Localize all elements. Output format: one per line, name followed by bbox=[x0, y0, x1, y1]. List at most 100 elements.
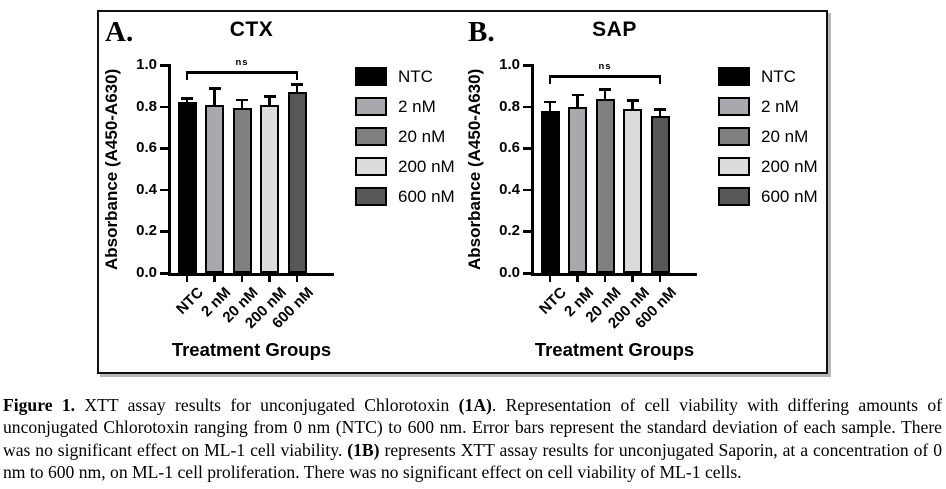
error-bar-cap bbox=[654, 107, 666, 111]
error-bar-line bbox=[240, 101, 244, 110]
error-bar-line bbox=[658, 110, 662, 118]
error-bar-cap bbox=[236, 98, 248, 102]
error-bar-cap bbox=[208, 87, 221, 90]
legend-label: 200 nM bbox=[398, 156, 455, 176]
error-bar-cap bbox=[544, 100, 556, 104]
legend-label: 2 nM bbox=[761, 96, 799, 116]
legend-label: NTC bbox=[761, 66, 796, 86]
significance-bracket-end bbox=[658, 75, 662, 85]
error-bar-line bbox=[213, 89, 216, 107]
error-bar-line bbox=[631, 102, 634, 111]
legend-item: NTC bbox=[718, 66, 818, 86]
figure-caption: Figure 1. XTT assay results for unconjug… bbox=[3, 394, 942, 484]
chart-a-y-axis-label: Absorbance (A450-A630) bbox=[102, 68, 121, 270]
x-tick-mark bbox=[576, 276, 579, 282]
y-tick-label: 0.4 bbox=[499, 180, 520, 198]
bar bbox=[205, 104, 224, 273]
y-tick-label: 1.0 bbox=[136, 56, 157, 73]
y-tick-label: 0.2 bbox=[136, 222, 157, 240]
y-tick-mark bbox=[523, 188, 531, 192]
x-tick-mark bbox=[631, 276, 634, 282]
legend-swatch bbox=[355, 186, 387, 206]
legend-item: 2 nM bbox=[355, 96, 455, 116]
y-tick-label: 0.2 bbox=[499, 222, 520, 240]
legend-item: 200 nM bbox=[718, 156, 818, 176]
bar bbox=[232, 107, 252, 273]
y-tick-mark bbox=[160, 230, 168, 233]
y-tick-label: 0.0 bbox=[499, 264, 520, 281]
significance-bracket-end bbox=[185, 71, 189, 81]
chart-b-x-axis-label: Treatment Groups bbox=[534, 339, 695, 360]
y-tick-mark bbox=[160, 64, 168, 67]
legend-label: 20 nM bbox=[398, 126, 446, 146]
bar bbox=[595, 99, 615, 273]
x-axis-line bbox=[168, 273, 334, 276]
error-bar-cap bbox=[571, 93, 584, 97]
y-tick-label: 0.8 bbox=[499, 97, 520, 115]
legend-item: 2 nM bbox=[718, 96, 818, 116]
chart-a-title: CTX bbox=[229, 18, 274, 41]
error-bar-cap bbox=[181, 97, 193, 100]
y-tick-label: 0.4 bbox=[136, 180, 157, 198]
x-tick-mark bbox=[295, 276, 299, 282]
legend-label: 20 nM bbox=[761, 126, 809, 146]
y-tick-mark bbox=[160, 105, 168, 109]
significance-bracket bbox=[548, 75, 662, 78]
y-tick-mark bbox=[523, 105, 531, 109]
legend-swatch bbox=[355, 156, 387, 176]
error-bar-line bbox=[548, 103, 552, 113]
legend-item: 20 nM bbox=[718, 126, 818, 146]
significance-bracket bbox=[185, 71, 299, 74]
significance-bracket-end bbox=[295, 71, 299, 81]
error-bar-line bbox=[185, 99, 189, 105]
legend-swatch bbox=[718, 186, 750, 206]
y-tick-label: 0.0 bbox=[136, 264, 157, 281]
chart-b-plot-area: 0.0 0.2 0.4 0.6 0.8 1.0 NTC 2 nM 20 nM 200 nM 600 … bbox=[499, 56, 697, 332]
legend-swatch bbox=[355, 126, 387, 146]
chart-b-title: SAP bbox=[592, 18, 637, 41]
panel-a-label: A. bbox=[105, 16, 134, 48]
legend-item: 20 nM bbox=[355, 126, 455, 146]
chart-a-x-axis-label: Treatment Groups bbox=[171, 339, 332, 360]
legend-item: 200 nM bbox=[355, 156, 455, 176]
y-tick-mark bbox=[160, 188, 168, 192]
legend-label: NTC bbox=[398, 66, 433, 86]
caption-bold-text: Figure 1. bbox=[3, 395, 76, 415]
y-tick-label: 0.6 bbox=[499, 139, 520, 157]
x-tick-mark bbox=[268, 276, 271, 282]
figure-panel-frame: A. CTX Absorbance (A450-A630) 0.0 0.2 0.4 0… bbox=[97, 10, 828, 374]
caption-text: . Representation of cell viability with … bbox=[3, 395, 942, 460]
x-tick-mark bbox=[658, 276, 662, 282]
panel-b: B. SAP Absorbance (A450-A630) 0.0 0.2 0.4 0… bbox=[462, 12, 825, 372]
legend-swatch bbox=[718, 126, 750, 146]
error-bar-line bbox=[576, 96, 579, 109]
caption-bold-text: (1B) bbox=[347, 439, 380, 460]
error-bar-line bbox=[295, 85, 299, 95]
error-bar-cap bbox=[263, 95, 276, 98]
legend-swatch bbox=[355, 66, 387, 86]
y-tick-label: 0.6 bbox=[136, 139, 157, 157]
panel-a: A. CTX Absorbance (A450-A630) 0.0 0.2 0.4 0… bbox=[99, 12, 462, 372]
bar bbox=[650, 115, 670, 273]
legend-item: 600 nM bbox=[718, 186, 818, 206]
legend-swatch bbox=[718, 96, 750, 116]
bar bbox=[260, 104, 279, 273]
legend-label: 600 nM bbox=[761, 186, 818, 206]
y-tick-label: 1.0 bbox=[499, 56, 520, 73]
legend-item: NTC bbox=[355, 66, 455, 86]
y-tick-mark bbox=[160, 272, 168, 275]
y-axis-line bbox=[531, 64, 534, 276]
legend-item: 600 nM bbox=[355, 186, 455, 206]
y-tick-mark bbox=[523, 272, 531, 275]
chart-a-legend: NTC 2 nM 20 nM 200 nM 600 nM bbox=[355, 66, 455, 218]
legend-label: 2 nM bbox=[398, 96, 436, 116]
error-bar-line bbox=[603, 91, 607, 102]
caption-bold-text: (1A) bbox=[458, 395, 492, 415]
y-tick-mark bbox=[160, 147, 168, 150]
legend-swatch bbox=[355, 96, 387, 116]
y-axis-line bbox=[168, 64, 171, 276]
caption-text: represents XTT assay results for unconju… bbox=[3, 439, 943, 483]
caption-text: XTT assay results for unconjugated Chlor… bbox=[75, 395, 459, 415]
significance-bracket-end bbox=[548, 75, 552, 85]
bar bbox=[177, 102, 197, 273]
